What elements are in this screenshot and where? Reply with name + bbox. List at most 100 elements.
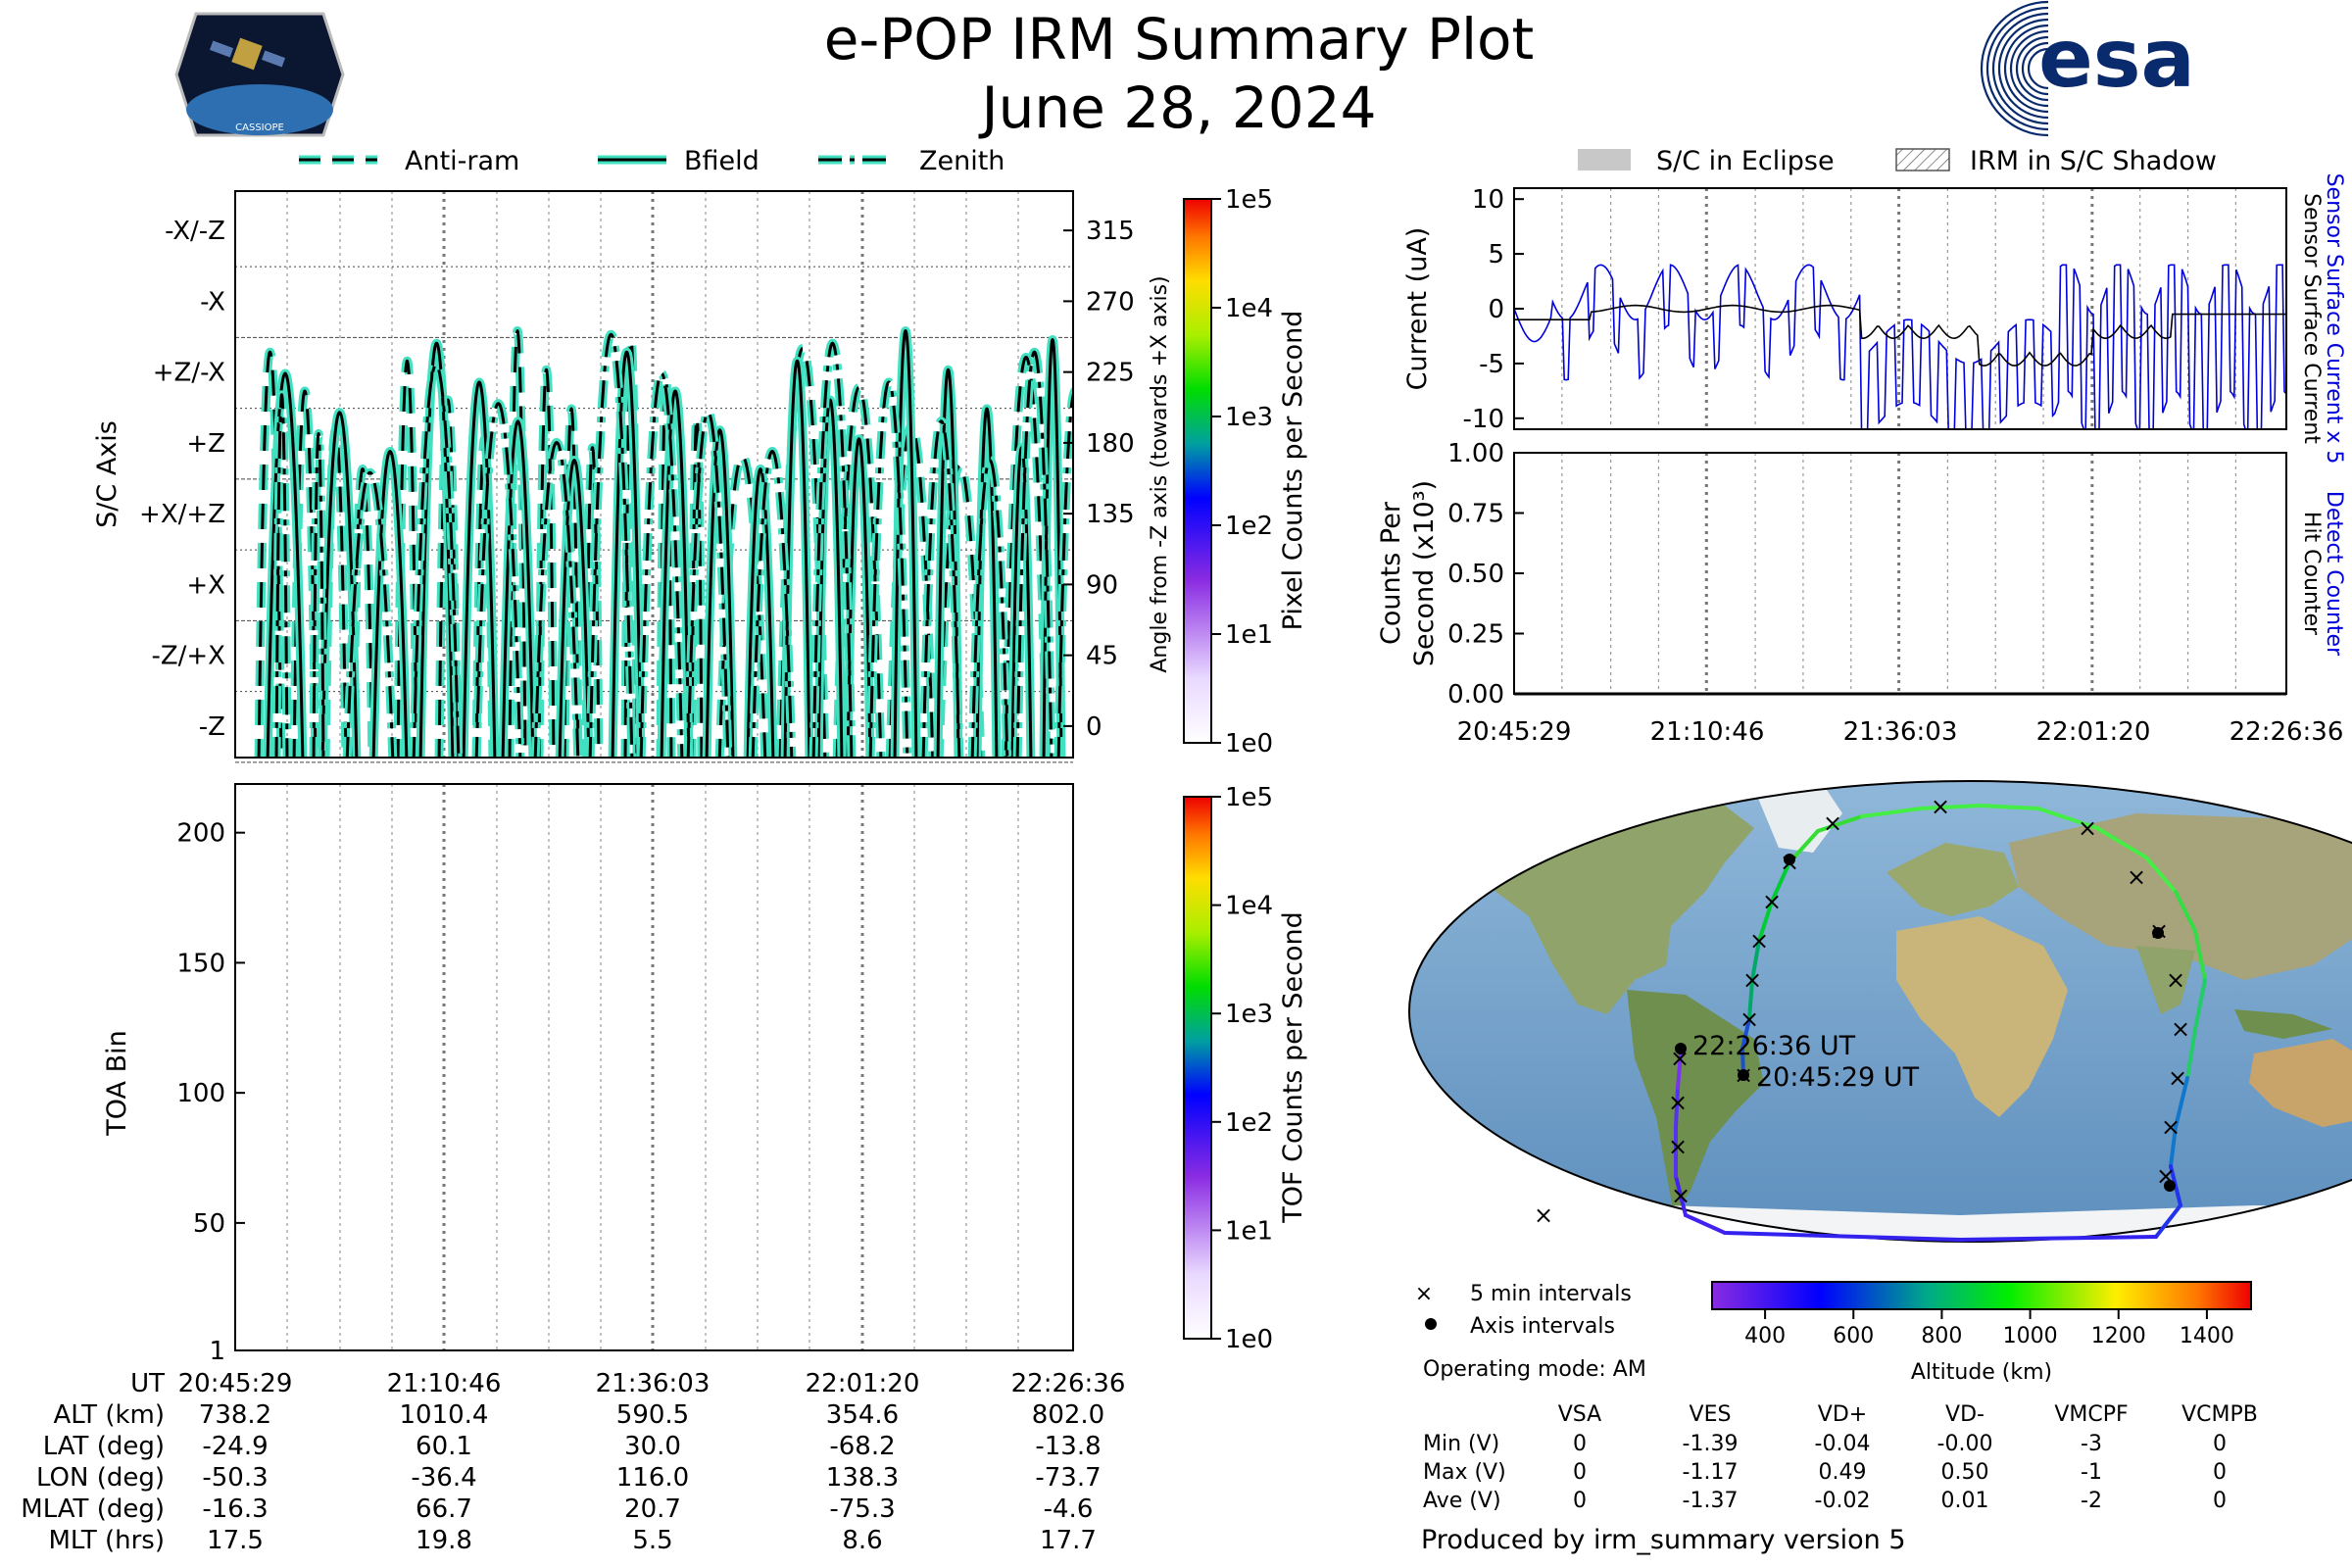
voltage-cell: -0.00 [1937,1432,1993,1456]
ephemeris-cell: -4.6 [1044,1494,1094,1524]
current-tick: -5 [1479,350,1504,379]
legend-shadow: IRM in S/C Shadow [1970,146,2217,176]
axis-right-tick: 45 [1086,642,1118,671]
voltage-cell: -2 [2081,1489,2102,1513]
ephemeris-cell: 19.8 [416,1526,472,1555]
counts-xtick: 21:10:46 [1650,717,1765,747]
axis-panel-right-label: Angle from -Z axis (towards +X axis) [1148,275,1172,672]
colorbar-tick: 1e4 [1225,892,1273,921]
voltage-header: VD- [1945,1402,1984,1427]
bfield-trace [266,329,1063,758]
voltage-cell: 0 [2213,1432,2227,1456]
voltage-cell: 0 [2213,1489,2227,1513]
ephemeris-cell: 22:01:20 [806,1369,920,1398]
ephemeris-cell: -24.9 [202,1432,268,1461]
counts-right-label-black: Hit Counter [2299,512,2324,636]
voltage-cell: -3 [2081,1432,2102,1456]
esa-logo-arc [1985,6,2049,131]
esa-logo-arc [2027,47,2049,90]
ephemeris-cell: 590.5 [616,1400,689,1430]
five-min-interval-icon: × [2171,1015,2190,1043]
counts-xtick: 20:45:29 [1457,717,1572,747]
voltage-row-label: Ave (V) [1423,1489,1501,1513]
axis-right-tick: 225 [1086,359,1135,388]
colorbar-tick: 1e1 [1225,1216,1273,1246]
counts-tick: 0.50 [1447,560,1504,589]
voltage-header: VD+ [1818,1402,1867,1427]
page-title: e-POP IRM Summary Plot [824,6,1535,73]
trace-legend: Anti-ram Bfield Zenith [299,146,1004,176]
colorbar-tick: 1e3 [1225,1000,1273,1029]
ephemeris-table: UT 20:45:29 21:10:46 21:36:03 22:01:20 22:26:… [21,1369,1125,1555]
ground-track-segment [2095,826,2148,859]
altitude-tick: 1400 [2180,1324,2234,1348]
toa-ylabel: TOA Bin [102,1030,132,1136]
axis-right-tick: 180 [1086,429,1135,459]
five-min-interval-icon: × [1668,1089,1688,1116]
five-min-interval-icon: × [2166,966,2185,994]
axis-interval-dot [1784,854,1795,865]
footer-credit: Produced by irm_summary version 5 [1421,1525,1906,1555]
ephemeris-cell: 21:10:46 [387,1369,502,1398]
ground-track-segment [1919,804,1982,810]
toa-tick: 200 [176,819,225,849]
counts-tick: 0.00 [1447,680,1504,710]
current-right-label-blue: Sensor Surface Current x 5 [2322,173,2346,465]
ground-track-segment [2169,1125,2178,1168]
colorbar-tick: 1e2 [1225,512,1273,541]
esa-logo-arc [2003,24,2049,114]
voltage-cell: 0 [1573,1432,1587,1456]
ephemeris-cell: 138.3 [826,1463,899,1493]
esa-logo-arc [2021,41,2049,96]
ephemeris-cell: 21:36:03 [596,1369,710,1398]
axis-interval-dot [2152,927,2164,939]
page-date: June 28, 2024 [978,74,1376,141]
five-min-interval-icon: × [1671,1182,1690,1209]
counts-xtick: 22:26:36 [2230,717,2344,747]
voltage-row-label: Min (V) [1423,1432,1499,1456]
voltage-cell: -1.17 [1683,1460,1739,1485]
map-legend: × 5 min intervals Axis intervals Operati… [1415,1282,1646,1382]
track-end-label: 22:26:36 UT [1692,1031,1856,1061]
voltage-header: VMCPF [2054,1402,2128,1427]
esa-logo-arc [1997,18,2049,120]
counts-right-label-blue: Detect Counter [2322,491,2346,657]
altitude-colorbar-label: Altitude (km) [1911,1360,2052,1385]
tof-colorbar: 1e5 1e4 1e3 1e2 1e1 1e0 TOF Counts per Second [1183,783,1308,1354]
zenith-trace [274,333,1073,758]
ephemeris-cell: -16.3 [202,1494,268,1524]
toa-tick: 150 [176,949,225,978]
axis-right-tick: 0 [1086,712,1102,742]
colorbar-tick: 1e2 [1225,1108,1273,1138]
ground-track-segment [1750,939,1761,982]
five-min-interval-icon: × [2168,1064,2187,1092]
ground-track-segment [1740,1017,1751,1051]
ground-track-map: ××××××××××××××××××××× 22:26:36 UT 20:45:… [1408,780,2352,1243]
altitude-colorbar: 400 600 800 1000 1200 1400 Altitude (km) [1711,1281,2252,1385]
ground-track-segment [2144,856,2178,894]
axis-right-tick: 315 [1086,217,1135,246]
counts-xtick: 21:36:03 [1843,717,1958,747]
colorbar-tick: 1e5 [1225,783,1273,812]
ephemeris-cell: -68.2 [829,1432,895,1461]
esa-logo-arc [2015,35,2049,102]
ephemeris-row-label: LAT (deg) [43,1432,165,1461]
ground-track-segment [1958,1235,2158,1242]
ephemeris-cell: 1010.4 [400,1400,489,1430]
axis-right-tick: 135 [1086,500,1135,529]
svg-text:CASSIOPE: CASSIOPE [235,122,284,133]
toa-panel: 200 150 100 50 1 TOA Bin [102,783,1074,1366]
ground-track-segment [1770,860,1791,904]
five-min-interval-icon: × [1534,1201,1553,1229]
voltage-cell: 0.50 [1941,1460,1989,1485]
esa-logo-arc [1980,0,2049,137]
ephemeris-cell: -36.4 [411,1463,476,1493]
colorbar-tick: 1e0 [1225,1325,1273,1354]
ephemeris-cell: -75.3 [829,1494,895,1524]
axis-left-tick: +X [186,570,225,600]
axis-interval-dot [1738,1069,1749,1081]
ephemeris-cell: 22:26:36 [1011,1369,1126,1398]
five-min-interval-icon: × [1931,793,1950,820]
ephemeris-row-label: UT [130,1369,165,1398]
